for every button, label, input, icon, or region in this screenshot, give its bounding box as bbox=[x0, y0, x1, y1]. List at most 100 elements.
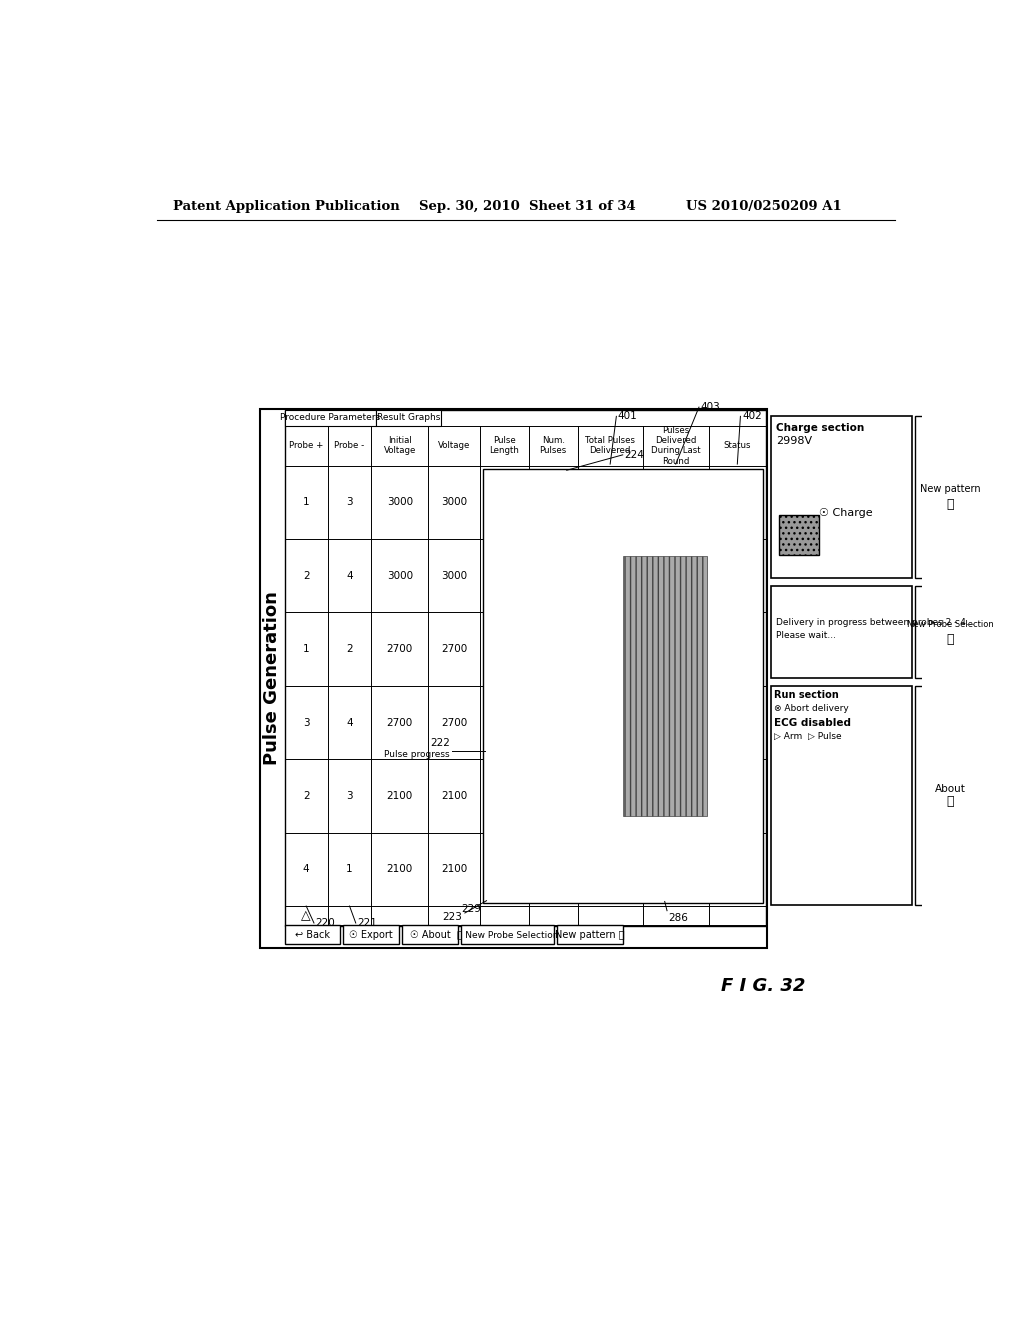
Text: 1: 1 bbox=[303, 498, 309, 507]
Bar bbox=[376, 411, 441, 425]
Text: 100: 100 bbox=[495, 718, 514, 727]
Text: 100%: 100% bbox=[723, 644, 752, 655]
Text: 90: 90 bbox=[669, 644, 682, 655]
Bar bbox=[260, 409, 767, 948]
Text: 90: 90 bbox=[547, 791, 560, 801]
Bar bbox=[915, 686, 985, 906]
Text: 20: 20 bbox=[669, 570, 682, 581]
Text: Probe +: Probe + bbox=[289, 441, 324, 450]
Text: 90: 90 bbox=[547, 570, 560, 581]
Bar bbox=[771, 586, 912, 678]
Text: 44%: 44% bbox=[726, 570, 749, 581]
Bar bbox=[771, 416, 912, 578]
Text: ⓘ: ⓘ bbox=[946, 499, 954, 511]
Text: Charge section: Charge section bbox=[776, 422, 864, 433]
Text: ☉ About: ☉ About bbox=[410, 929, 451, 940]
Bar bbox=[915, 416, 985, 578]
Text: 401: 401 bbox=[617, 412, 638, 421]
Text: 2: 2 bbox=[303, 570, 309, 581]
Text: 90: 90 bbox=[669, 498, 682, 507]
Text: Pulses
Delivered
During Last
Round: Pulses Delivered During Last Round bbox=[651, 425, 700, 466]
Text: Probe -: Probe - bbox=[335, 441, 365, 450]
Text: Procedure Parameters: Procedure Parameters bbox=[281, 413, 380, 422]
Text: 3000: 3000 bbox=[387, 498, 413, 507]
Text: 222: 222 bbox=[430, 738, 451, 748]
Text: 90: 90 bbox=[603, 644, 616, 655]
Text: 2100: 2100 bbox=[387, 865, 413, 874]
Text: US 2010/0250209 A1: US 2010/0250209 A1 bbox=[686, 199, 842, 213]
Text: 100%: 100% bbox=[723, 791, 752, 801]
Text: 100%: 100% bbox=[723, 718, 752, 727]
Text: 2700: 2700 bbox=[440, 644, 467, 655]
Text: 3: 3 bbox=[303, 718, 309, 727]
Text: 2: 2 bbox=[303, 791, 309, 801]
Text: ↩ Back: ↩ Back bbox=[295, 929, 330, 940]
Bar bbox=[461, 925, 554, 944]
Text: 90: 90 bbox=[603, 791, 616, 801]
Text: 100: 100 bbox=[495, 865, 514, 874]
Text: Voltage: Voltage bbox=[437, 441, 470, 450]
Text: ☉ Export: ☉ Export bbox=[349, 929, 393, 940]
Text: Total Pulses
Delivered: Total Pulses Delivered bbox=[585, 436, 635, 455]
Text: Initial
Voltage: Initial Voltage bbox=[384, 436, 416, 455]
Text: 90: 90 bbox=[603, 498, 616, 507]
Text: 2100: 2100 bbox=[440, 865, 467, 874]
Text: Patent Application Publication: Patent Application Publication bbox=[173, 199, 399, 213]
Text: 3: 3 bbox=[346, 791, 353, 801]
Text: ☉ Charge: ☉ Charge bbox=[819, 508, 872, 517]
Text: 2998V: 2998V bbox=[776, 437, 812, 446]
Text: New pattern ⓘ: New pattern ⓘ bbox=[555, 929, 625, 940]
Text: 3000: 3000 bbox=[441, 498, 467, 507]
Text: 403: 403 bbox=[700, 403, 720, 412]
Text: 100%: 100% bbox=[723, 865, 752, 874]
Text: 100: 100 bbox=[495, 570, 514, 581]
Text: ▷ Arm  ▷ Pulse: ▷ Arm ▷ Pulse bbox=[774, 733, 842, 741]
Text: 1: 1 bbox=[303, 644, 309, 655]
Text: 2700: 2700 bbox=[387, 718, 413, 727]
Text: 2100: 2100 bbox=[387, 791, 413, 801]
Text: ⓘ: ⓘ bbox=[946, 634, 954, 647]
Text: 90: 90 bbox=[547, 718, 560, 727]
Text: ⓘ: ⓘ bbox=[946, 795, 954, 808]
Text: 3: 3 bbox=[346, 498, 353, 507]
Text: 100: 100 bbox=[495, 644, 514, 655]
Text: About: About bbox=[935, 784, 966, 795]
Text: 100: 100 bbox=[495, 791, 514, 801]
Bar bbox=[779, 515, 819, 554]
Text: 223: 223 bbox=[442, 912, 462, 921]
Text: 229: 229 bbox=[461, 904, 481, 915]
Text: ⊗ Abort delivery: ⊗ Abort delivery bbox=[774, 705, 849, 713]
Text: Result Graphs: Result Graphs bbox=[377, 413, 440, 422]
Bar bbox=[557, 925, 624, 944]
Bar bbox=[343, 925, 399, 944]
Text: 90: 90 bbox=[669, 718, 682, 727]
Text: 2: 2 bbox=[346, 644, 353, 655]
Text: 4: 4 bbox=[303, 865, 309, 874]
Text: 90: 90 bbox=[547, 865, 560, 874]
Text: 90: 90 bbox=[669, 865, 682, 874]
Text: Pulse
Length: Pulse Length bbox=[489, 436, 519, 455]
Text: Pulse progress: Pulse progress bbox=[384, 750, 451, 759]
Text: 2100: 2100 bbox=[440, 791, 467, 801]
Text: 2700: 2700 bbox=[387, 644, 413, 655]
Bar bbox=[623, 556, 707, 816]
Text: ⓘ New Probe Selection: ⓘ New Probe Selection bbox=[457, 931, 558, 939]
Text: 1: 1 bbox=[346, 865, 353, 874]
Text: 286: 286 bbox=[669, 913, 688, 924]
Text: 221: 221 bbox=[357, 917, 377, 928]
Text: F I G. 32: F I G. 32 bbox=[721, 977, 806, 995]
Text: △: △ bbox=[301, 908, 311, 921]
Text: 40: 40 bbox=[603, 570, 616, 581]
Text: New pattern: New pattern bbox=[920, 484, 981, 495]
Text: Status: Status bbox=[724, 441, 751, 450]
Bar bbox=[915, 586, 985, 678]
Bar bbox=[402, 925, 458, 944]
Text: 90: 90 bbox=[603, 718, 616, 727]
Text: Delivery in progress between probes 2 - 4...: Delivery in progress between probes 2 - … bbox=[776, 618, 975, 627]
Text: 100%: 100% bbox=[723, 498, 752, 507]
Text: 90: 90 bbox=[603, 865, 616, 874]
Text: ECG disabled: ECG disabled bbox=[774, 718, 851, 729]
Bar bbox=[285, 925, 340, 944]
Text: 90: 90 bbox=[547, 644, 560, 655]
Text: Num.
Pulses: Num. Pulses bbox=[540, 436, 566, 455]
